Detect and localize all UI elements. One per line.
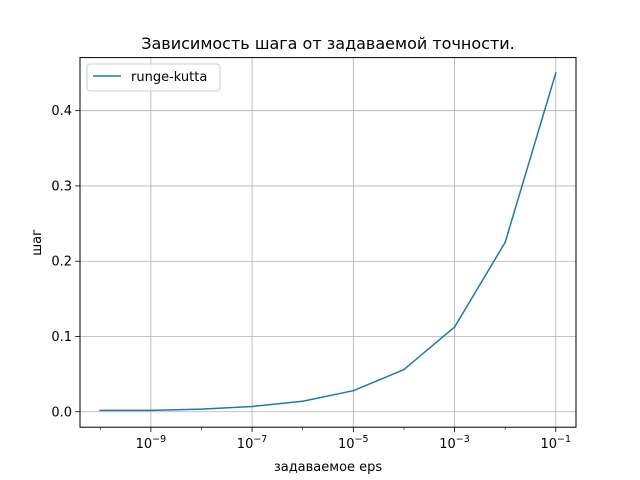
data-point: [403, 368, 405, 371]
x-axis-label: задаваемое eps: [274, 460, 383, 475]
legend: runge-kutta: [86, 63, 221, 92]
data-point: [99, 409, 102, 412]
y-tick-label: 0.4: [51, 104, 72, 119]
data-point: [251, 405, 253, 408]
data-point: [555, 72, 557, 74]
x-tick-label: 10−5: [338, 434, 369, 452]
data-point: [200, 408, 203, 410]
x-tick-label-base: 10: [237, 437, 254, 452]
x-tick-label: 10−1: [540, 434, 571, 452]
x-tick-label-base: 10: [338, 437, 355, 452]
x-axis-ticks: 10−9 10−7 10−5 10−3 10−1: [99, 427, 571, 452]
x-tick-label-exponent: −9: [152, 434, 166, 445]
legend-label: runge-kutta: [131, 70, 207, 85]
x-tick-label: 10−9: [136, 434, 167, 452]
data-point: [352, 389, 355, 392]
x-tick-label-exponent: −3: [456, 434, 470, 445]
x-tick-label-base: 10: [540, 437, 557, 452]
chart-title: Зависимость шага от задаваемой точности.: [141, 34, 515, 53]
y-tick-label: 0.1: [51, 330, 72, 345]
y-axis-ticks: 0.0 0.1 0.2 0.3 0.4: [51, 104, 80, 420]
x-tick-label: 10−7: [237, 434, 268, 452]
x-tick-label: 10−3: [439, 434, 470, 452]
grid: [80, 57, 576, 428]
x-tick-label-base: 10: [136, 437, 153, 452]
y-tick-label: 0.3: [51, 179, 72, 194]
series-layer: [99, 72, 557, 412]
y-tick-label: 0.2: [51, 255, 72, 270]
y-tick-label: 0.0: [51, 405, 72, 420]
x-tick-label-exponent: −5: [355, 434, 369, 445]
y-axis-label: шаг: [30, 229, 45, 256]
data-point: [150, 409, 152, 412]
data-point: [301, 400, 304, 402]
x-tick-label-exponent: −7: [253, 434, 267, 445]
legend-box: [86, 63, 221, 92]
x-tick-label-exponent: −1: [557, 434, 571, 445]
data-point: [504, 241, 506, 244]
data-point: [453, 326, 456, 328]
x-tick-label-base: 10: [439, 437, 456, 452]
series-line: [99, 72, 557, 412]
plot-frame: [79, 57, 577, 428]
